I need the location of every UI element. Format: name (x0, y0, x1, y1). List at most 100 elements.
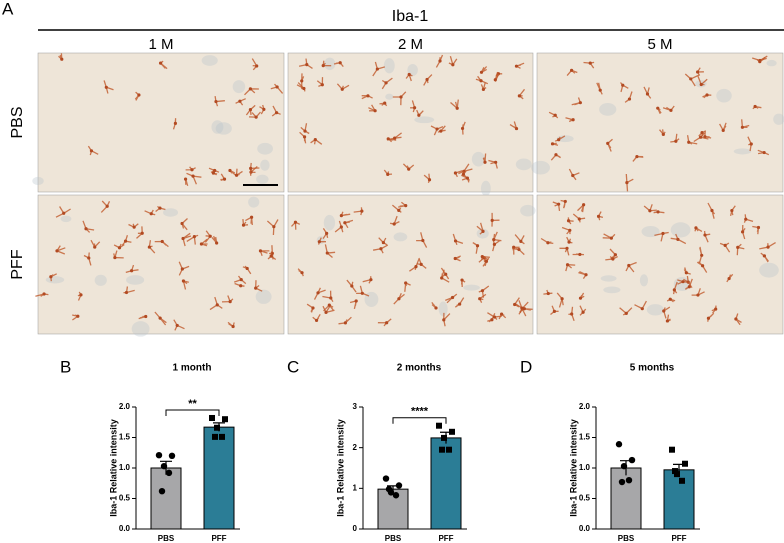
data-point (620, 462, 628, 470)
microglia-soma (455, 106, 459, 110)
microglia-soma (479, 79, 483, 83)
microglia-soma (215, 241, 219, 245)
data-point (679, 477, 685, 484)
microglia-soma (552, 309, 557, 313)
tissue-blob (45, 276, 65, 284)
tissue-blob (215, 122, 232, 135)
microglia-soma (584, 273, 588, 277)
microglia-soma (231, 324, 235, 329)
x-tick-label: PBS (385, 534, 402, 543)
tissue-blob (670, 222, 691, 238)
tissue-blob (639, 274, 649, 287)
data-point (439, 446, 445, 453)
microglia-soma (392, 222, 396, 226)
microglia-soma (514, 64, 519, 68)
microglia-soma (478, 297, 482, 301)
tissue-blob (257, 142, 273, 155)
microglia-soma (694, 226, 698, 230)
microglia-soma (465, 176, 470, 180)
microglia-soma (699, 82, 703, 87)
tissue-blob (520, 204, 536, 217)
microglia-soma (493, 78, 497, 82)
microglia-soma (439, 129, 443, 133)
microglia-soma (481, 87, 485, 92)
microglia-soma (484, 259, 489, 263)
microglia-soma (681, 280, 685, 284)
microglia-soma (517, 247, 521, 252)
y-axis-label: Iba-1 Relative intensity (335, 419, 345, 517)
tissue-blob (463, 284, 480, 291)
microglia-soma (314, 318, 319, 323)
microglia-soma (302, 135, 307, 139)
microglia-soma (386, 137, 390, 141)
microglia-soma (181, 279, 186, 283)
microglia-soma (373, 109, 377, 113)
microglia-soma (727, 276, 731, 281)
microglia-soma (762, 254, 766, 258)
data-point (160, 462, 168, 470)
microglia-soma (407, 72, 411, 77)
data-point (212, 433, 218, 440)
microglia-soma (248, 107, 253, 112)
microglia-soma (214, 99, 218, 104)
microglia-soma (180, 267, 184, 271)
microglia-soma (381, 240, 385, 245)
microglia-soma (645, 92, 650, 96)
microglia-soma (736, 245, 740, 249)
microglia-soma (522, 307, 526, 311)
microglia-soma (665, 319, 670, 323)
microglia-soma (625, 180, 629, 185)
column-label: 2 M (398, 36, 423, 53)
microglia-soma (557, 138, 561, 142)
microglia-soma (662, 309, 666, 313)
significance-bracket (165, 409, 220, 416)
microglia-soma (480, 289, 485, 293)
data-point (628, 456, 636, 464)
microglia-soma (714, 307, 718, 311)
microglia-soma (435, 127, 439, 131)
micrograph (32, 52, 285, 193)
microglia-soma (140, 231, 144, 235)
microglia-soma (753, 104, 757, 109)
significance-label: ** (188, 398, 197, 410)
microglia-soma (598, 88, 602, 92)
microglia-soma (661, 231, 665, 236)
microglia-soma (419, 262, 423, 266)
tissue-blob (248, 196, 260, 208)
microglia-soma (762, 150, 766, 155)
microglia-soma (104, 85, 108, 89)
data-point (165, 469, 173, 477)
microglia-soma (553, 113, 557, 117)
microglia-soma (480, 255, 484, 259)
microglia-soma (453, 239, 458, 243)
x-tick-label: PBS (618, 534, 635, 543)
microglia-soma (343, 221, 347, 225)
data-point (222, 416, 228, 423)
micrograph-bg (287, 52, 534, 193)
microglia-soma (393, 136, 397, 140)
data-point (682, 460, 688, 467)
tissue-blob (383, 58, 395, 74)
microglia-soma (453, 256, 457, 261)
microglia-soma (490, 318, 494, 322)
microglia-soma (734, 317, 738, 321)
row-label: PBS (9, 106, 26, 138)
microglia-soma (582, 203, 586, 207)
tissue-blob (556, 135, 574, 143)
microglia-soma (249, 215, 254, 219)
microglia-soma (668, 297, 672, 301)
microglia-soma (311, 306, 315, 310)
microglia-soma (275, 85, 279, 89)
x-tick-label: PFF (671, 534, 686, 543)
microglia-soma (79, 293, 83, 297)
microglia-soma (404, 281, 408, 285)
microglia-soma (554, 153, 558, 157)
microglia-soma (339, 225, 343, 229)
microglia-soma (385, 321, 389, 325)
microglia-soma (710, 208, 714, 213)
tissue-blob (480, 180, 491, 197)
microglia-soma (450, 295, 455, 300)
data-point (669, 446, 675, 453)
microglia-soma (461, 172, 466, 176)
